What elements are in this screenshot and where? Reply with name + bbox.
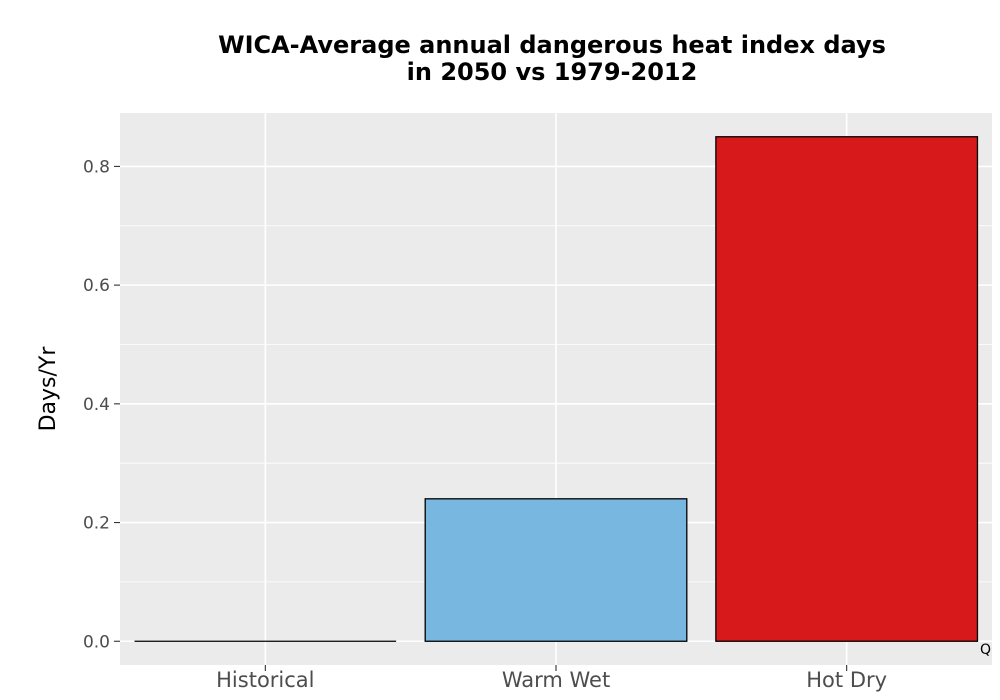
x-tick-label: Warm Wet xyxy=(502,668,610,692)
y-tick-label: 0.2 xyxy=(83,514,110,534)
bar-warm-wet xyxy=(424,498,688,642)
y-tick-label: 0.6 xyxy=(83,276,110,296)
x-tick-label: Historical xyxy=(216,668,314,692)
y-tick-label: 0.0 xyxy=(83,632,110,652)
y-axis-ticks: 0.0 0.2 0.4 0.6 0.8 xyxy=(83,157,120,652)
chart-title-line-1: WICA-Average annual dangerous heat index… xyxy=(218,31,886,59)
x-tick-label: Hot Dry xyxy=(806,668,887,692)
chart-title-line-2: in 2050 vs 1979-2012 xyxy=(406,58,698,86)
bar-hot-dry xyxy=(715,136,979,642)
y-axis-title: Days/Yr xyxy=(36,346,61,432)
chart-title: WICA-Average annual dangerous heat index… xyxy=(120,32,984,86)
y-tick-label: 0.8 xyxy=(83,157,110,177)
y-tick-label: 0.4 xyxy=(83,395,110,415)
x-axis-ticks: Historical Warm Wet Hot Dry xyxy=(216,665,887,692)
bars xyxy=(134,136,979,642)
watermark-text: Q xyxy=(980,642,991,658)
